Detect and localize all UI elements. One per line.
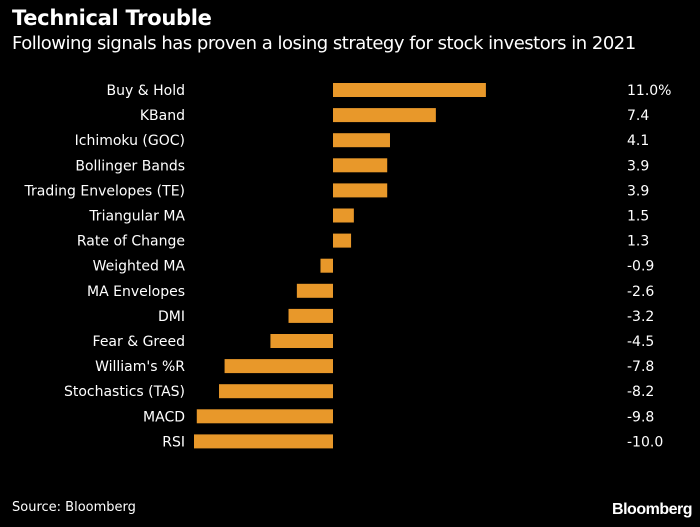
category-label: Buy & Hold: [107, 83, 185, 99]
category-label: KBand: [140, 108, 185, 124]
bar: [333, 208, 354, 223]
value-label: -7.8: [627, 359, 654, 375]
category-label: MA Envelopes: [87, 284, 185, 300]
bar: [333, 158, 388, 173]
category-label: RSI: [162, 434, 185, 450]
bar: [333, 108, 436, 123]
category-label: Fear & Greed: [93, 334, 185, 350]
bar: [320, 258, 333, 273]
value-label: -0.9: [627, 259, 654, 275]
brand-logo: Bloomberg: [612, 501, 692, 518]
category-label: Weighted MA: [93, 259, 186, 275]
value-label: -4.5: [627, 334, 654, 350]
category-label: MACD: [143, 409, 185, 425]
bar: [196, 409, 333, 424]
category-label: Triangular MA: [88, 209, 185, 225]
bar: [288, 308, 333, 323]
bar: [333, 133, 390, 148]
value-label: 3.9: [627, 158, 649, 174]
bar: [270, 334, 333, 348]
value-label: -8.2: [627, 384, 654, 400]
chart-subtitle: Following signals has proven a losing st…: [12, 33, 636, 54]
value-label: 3.9: [627, 183, 649, 199]
bar: [333, 83, 486, 97]
value-label: 11.0%: [627, 83, 671, 99]
bar: [333, 233, 352, 248]
value-label: -3.2: [627, 309, 654, 325]
value-label: -2.6: [627, 284, 654, 300]
value-label: 1.5: [627, 209, 649, 225]
value-label: -10.0: [627, 434, 663, 450]
source-note: Source: Bloomberg: [12, 500, 136, 515]
value-label: 7.4: [627, 108, 649, 124]
bar: [296, 283, 333, 298]
category-label: Trading Envelopes (TE): [24, 183, 185, 199]
category-label: William's %R: [95, 359, 185, 375]
value-label: 1.3: [627, 234, 649, 250]
category-label: Bollinger Bands: [75, 158, 185, 174]
bar: [194, 434, 333, 449]
bar: [224, 359, 333, 374]
value-label: 4.1: [627, 133, 649, 149]
category-label: Stochastics (TAS): [64, 384, 185, 400]
value-label: -9.8: [627, 409, 654, 425]
bar: [219, 384, 333, 399]
bar: [333, 183, 388, 198]
chart-title: Technical Trouble: [12, 6, 212, 30]
category-label: DMI: [158, 309, 185, 325]
category-label: Ichimoku (GOC): [75, 133, 185, 149]
category-label: Rate of Change: [77, 234, 185, 250]
